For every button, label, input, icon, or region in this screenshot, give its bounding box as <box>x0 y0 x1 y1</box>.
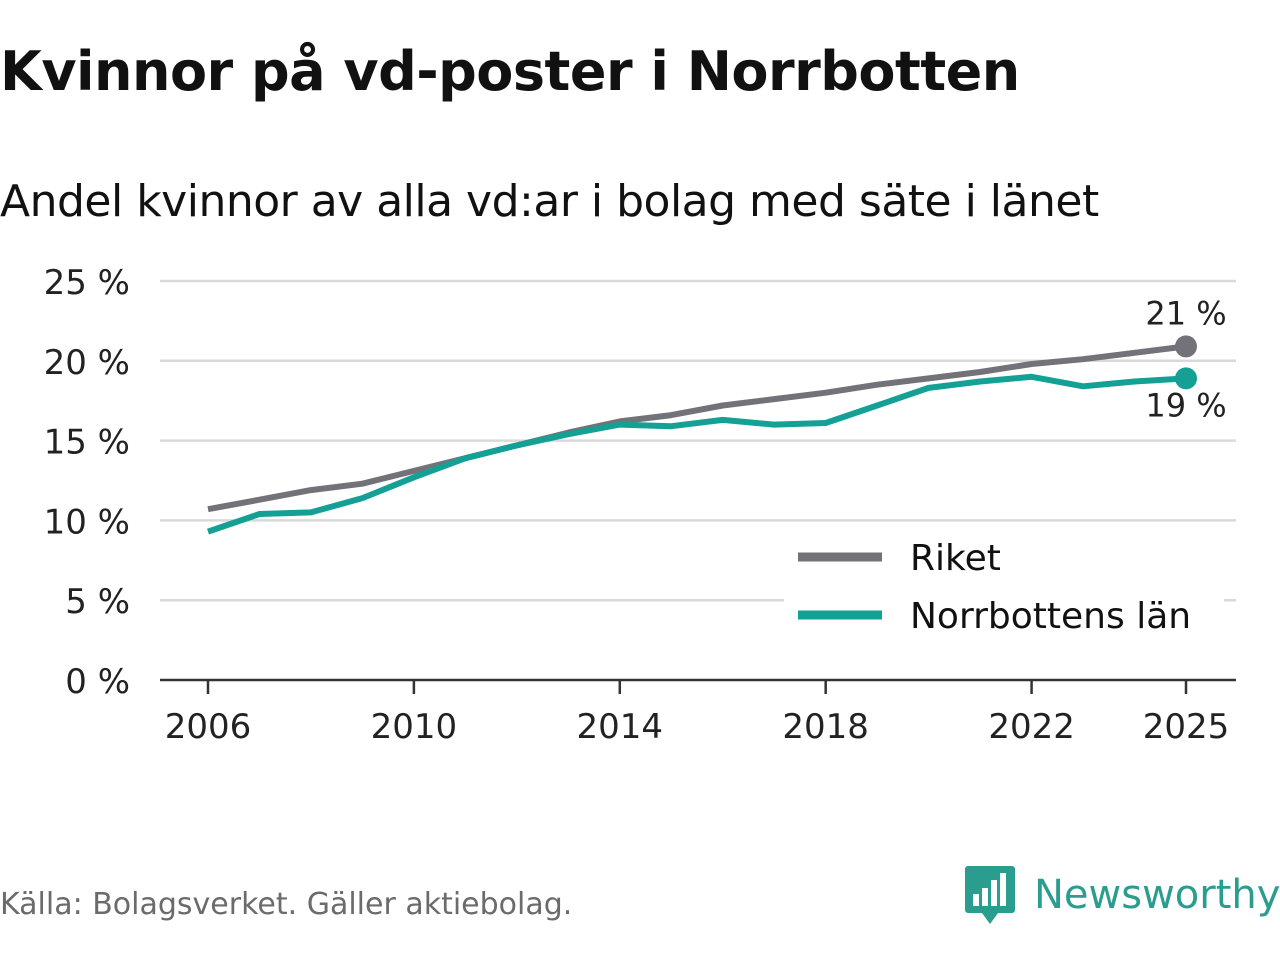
y-tick-label: 15 % <box>44 423 130 463</box>
line-chart: 0 % 5 % 10 % 15 % 20 % 25 % 2006 2010 2014 2018 20… <box>44 263 1236 747</box>
series-line-riket <box>207 343 1187 513</box>
end-point-riket <box>1175 335 1197 358</box>
chart-title: Kvinnor på vd-poster i Norrbotten <box>0 40 1020 103</box>
y-tick-label: 5 % <box>65 582 130 622</box>
end-point-norrbotten <box>1175 367 1197 390</box>
series-line-norrbotten <box>207 373 1187 535</box>
end-label-norrbotten: 19 % <box>1145 386 1226 424</box>
y-tick-label: 25 % <box>44 263 130 303</box>
y-tick-label: 10 % <box>44 502 130 542</box>
chart-subtitle: Andel kvinnor av alla vd:ar i bolag med … <box>0 176 1099 227</box>
brand-logo: Newsworthy <box>964 864 1280 926</box>
x-tick-label: 2006 <box>165 707 252 747</box>
brand-name: Newsworthy <box>1034 872 1280 918</box>
y-tick-label: 0 % <box>65 662 130 702</box>
source-note: Källa: Bolagsverket. Gäller aktiebolag. <box>0 887 573 922</box>
x-tick-label: 2018 <box>782 707 869 747</box>
x-tick-label: 2025 <box>1143 707 1230 747</box>
newsworthy-logo-icon <box>965 866 1015 924</box>
x-tick-label: 2014 <box>577 707 664 747</box>
legend-label: Norrbottens län <box>910 596 1191 637</box>
end-label-riket: 21 % <box>1145 294 1226 332</box>
x-tick-label: 2022 <box>988 707 1075 747</box>
y-tick-label: 20 % <box>44 343 130 383</box>
x-tick-label: 2010 <box>371 707 458 747</box>
legend-background <box>784 525 1224 645</box>
legend-label: Riket <box>910 538 1001 579</box>
